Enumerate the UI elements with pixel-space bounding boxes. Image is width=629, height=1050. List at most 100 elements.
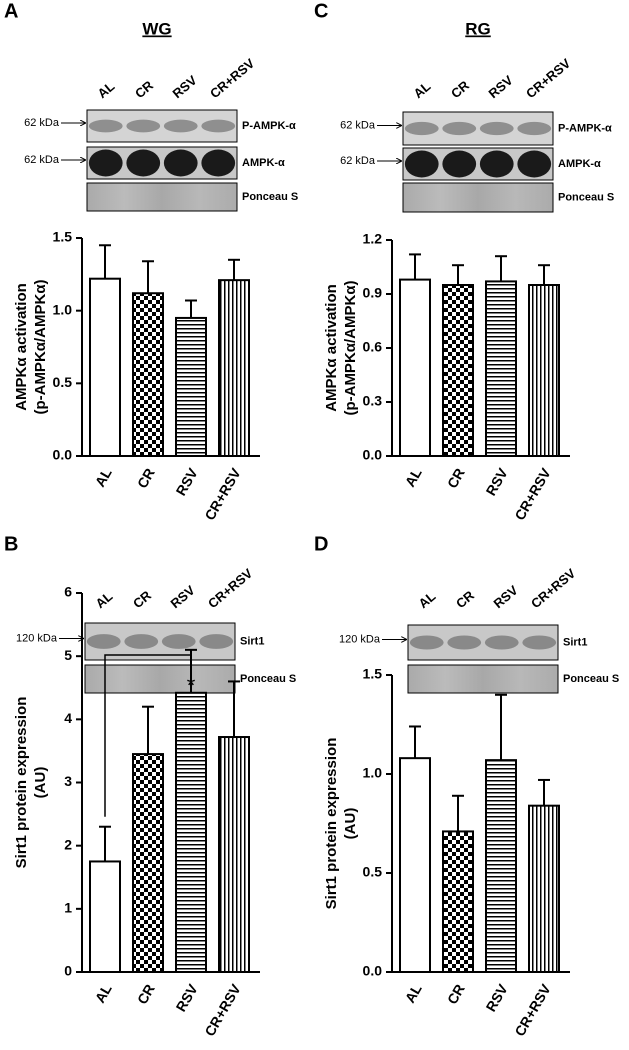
panel-title: RG [465,19,491,38]
blot-label: Ponceau S [242,191,298,203]
blot-band [479,121,514,136]
blot-marker: 62 kDa [340,155,376,167]
blot-marker: 62 kDa [24,117,60,129]
lane-label: CR [132,77,156,101]
blot-label: Sirt1 [240,635,264,647]
bar [399,757,431,973]
x-tick-label: CR+RSV [201,981,244,1039]
blot-band [88,119,123,133]
blot-band [447,635,482,650]
blot-band [442,121,477,136]
bar [175,691,207,973]
lane-label: AL [416,589,439,612]
y-tick-label: 0.5 [53,374,73,390]
x-tick-label: CR+RSV [511,981,554,1039]
blot-band [88,149,123,177]
bar [218,279,250,457]
x-tick-label: RSV [483,465,512,499]
y-tick-label: 0.0 [363,447,383,463]
blot-label: AMPK-α [558,158,601,170]
bar [89,860,121,973]
bar [485,280,517,457]
y-tick-label: 0.0 [53,447,73,463]
x-tick-label: AL [92,981,115,1006]
y-tick-label: 0.3 [363,393,383,409]
lane-label: CR+RSV [523,55,574,101]
blot-band [522,635,557,650]
lane-label: RSV [168,582,198,611]
y-axis-label: (AU) [342,808,359,840]
significance-bracket [104,654,192,817]
x-tick-label: AL [402,465,425,490]
x-tick-label: CR [444,465,468,491]
y-axis-label: Sirt1 protein expression [323,738,340,910]
blot-label: Sirt1 [563,636,587,648]
x-tick-label: CR+RSV [511,465,554,523]
lane-label: CR [453,587,477,611]
y-tick-label: 0.0 [363,963,383,979]
bar [528,284,560,457]
y-axis-label: Sirt1 protein expression [13,697,30,869]
x-tick-label: CR [134,465,158,491]
blot-marker: 62 kDa [340,119,376,131]
blot-strip [84,664,236,694]
panel-letter: B [4,533,18,555]
significance-label: * [187,673,196,698]
x-tick-label: CR+RSV [201,465,244,523]
x-tick-label: AL [402,981,425,1006]
lane-label: CR [448,77,472,101]
lane-label: CR+RSV [205,565,256,611]
lane-label: CR+RSV [528,565,579,611]
blot-marker: 62 kDa [24,154,60,166]
blot-label: P-AMPK-α [558,122,612,134]
bar [132,753,164,974]
blot-band [484,635,519,650]
x-tick-label: AL [92,465,115,490]
y-tick-label: 6 [64,584,72,600]
blot-strip [86,182,238,212]
y-axis-label: AMPKα activation [13,283,30,411]
bar [528,804,560,973]
blot-band [404,150,439,178]
y-tick-label: 0.9 [363,285,383,301]
y-axis-label: (AU) [32,767,49,799]
bar [485,759,517,974]
lane-label: CR+RSV [207,55,258,101]
blot-label: Ponceau S [563,673,619,685]
blot-band [199,634,234,649]
x-tick-label: RSV [483,981,512,1015]
blot-label: AMPK-α [242,157,285,169]
blot-band [163,149,198,177]
x-tick-label: CR [134,981,158,1007]
y-tick-label: 1.0 [363,765,383,781]
bar [442,284,474,457]
panel-letter: C [314,0,328,22]
y-tick-label: 1.5 [363,666,383,682]
blot-band [479,150,514,178]
y-tick-label: 1.0 [53,301,73,317]
y-tick-label: 3 [64,773,72,789]
lane-label: RSV [486,72,516,101]
y-tick-label: 1 [64,900,72,916]
blot-strip [402,182,554,213]
blot-label: Ponceau S [240,673,296,685]
blot-band [126,119,161,133]
blot-band [201,119,236,133]
y-tick-label: 0.5 [363,864,383,880]
panel-title: WG [142,19,171,38]
y-tick-label: 0.6 [363,339,383,355]
blot-band [124,634,159,649]
bar [442,830,474,973]
blot-band [163,119,198,133]
blot-band [442,150,477,178]
y-axis-label: (p-AMPKα/AMPKα) [32,279,49,414]
blot-band [517,121,552,136]
lane-label: AL [95,79,118,102]
y-tick-label: 0 [64,963,72,979]
y-axis-label: AMPKα activation [323,284,340,412]
lane-label: AL [411,79,434,102]
bar [89,277,121,457]
y-axis-label: (p-AMPKα/AMPKα) [342,280,359,415]
bar [132,292,164,457]
